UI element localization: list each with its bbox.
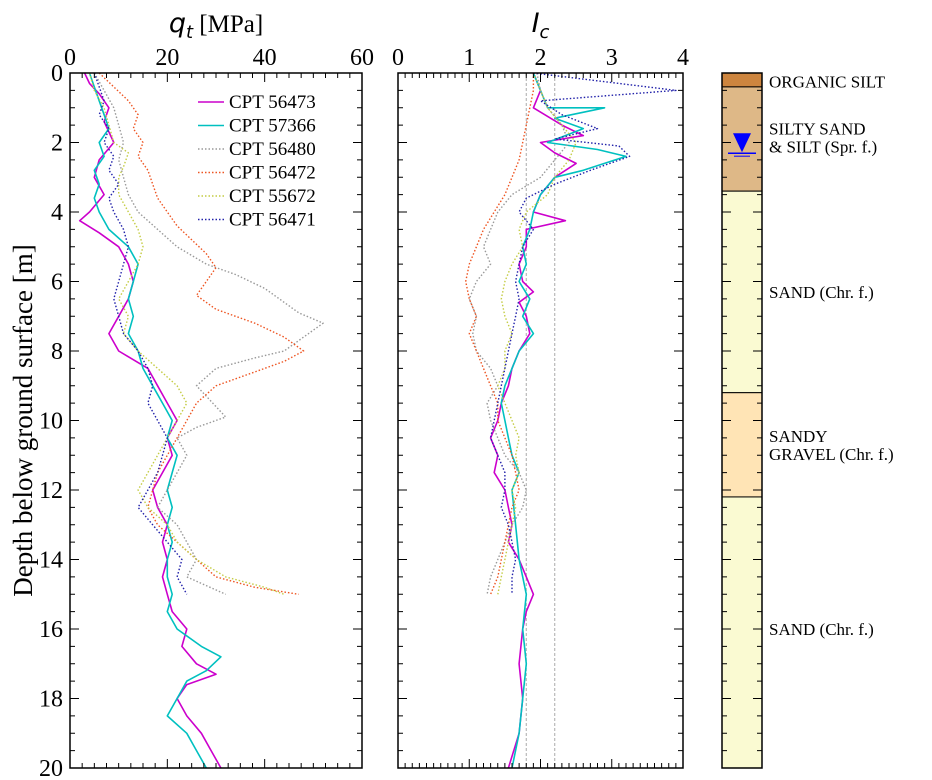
ic-title-symbol: I bbox=[532, 8, 540, 39]
qt-y-tick-label: 16 bbox=[39, 617, 63, 643]
qt-y-tick-label: 10 bbox=[39, 409, 63, 435]
ic-series-line-1 bbox=[500, 73, 627, 768]
qt-y-tick-label: 18 bbox=[39, 687, 63, 713]
legend-label-3: CPT 56472 bbox=[229, 163, 316, 184]
soil-layer-label-line: SILTY SAND bbox=[769, 119, 866, 138]
qt-series-line-3 bbox=[98, 73, 305, 595]
qt-series-line-5 bbox=[93, 73, 188, 595]
ic-series-line-5 bbox=[489, 73, 677, 595]
qt-title-symbol: q bbox=[169, 8, 186, 39]
qt-y-tick-label: 14 bbox=[39, 548, 63, 574]
soil-layer-4 bbox=[721, 496, 763, 769]
ic-axis-title: Ic bbox=[532, 8, 550, 43]
qt-y-tick-label: 4 bbox=[51, 200, 63, 226]
ic-series-line-2 bbox=[468, 73, 570, 595]
qt-ticks bbox=[69, 72, 363, 769]
soil-layer-label-1: SILTY SAND & SILT (Spr. f.) bbox=[769, 119, 877, 156]
soil-layer-label-line: ORGANIC SILT bbox=[769, 73, 886, 92]
ic-ticks bbox=[397, 72, 684, 769]
qt-panel: 0 20 40 60 0 2 4 6 8 10 12 14 16 18 20 Depth below grou… bbox=[8, 8, 374, 780]
qt-y-tick-label: 8 bbox=[51, 339, 63, 365]
qt-x-tick-label: 40 bbox=[253, 45, 277, 71]
soil-layer-label-4: SAND (Chr. f.) bbox=[769, 620, 874, 639]
qt-y-tick-label: 6 bbox=[51, 270, 63, 296]
qt-series-line-2 bbox=[93, 73, 324, 595]
qt-y-tick-label: 20 bbox=[39, 756, 63, 780]
ic-series-line-3 bbox=[465, 73, 535, 595]
ic-x-tick-label: 4 bbox=[677, 45, 689, 71]
ic-x-tick-label: 0 bbox=[392, 45, 404, 71]
qt-x-tick-label: 20 bbox=[155, 45, 179, 71]
soil-layer-label-line: SAND (Chr. f.) bbox=[769, 283, 874, 302]
legend-label-1: CPT 57366 bbox=[229, 116, 316, 137]
soil-layer-0 bbox=[721, 72, 763, 88]
qt-series-line-1 bbox=[88, 73, 222, 768]
soil-layer-3 bbox=[721, 392, 763, 498]
qt-y-tick-label: 12 bbox=[39, 478, 63, 504]
qt-series-group bbox=[78, 73, 324, 768]
ic-panel: 0 1 2 3 4 Ic bbox=[392, 8, 689, 769]
legend-label-2: CPT 56480 bbox=[229, 139, 316, 160]
water-table-icon bbox=[733, 133, 751, 153]
soil-layer-label-0: ORGANIC SILT bbox=[769, 73, 886, 92]
ic-x-tick-label: 3 bbox=[606, 45, 618, 71]
qt-y-tick-label: 2 bbox=[51, 131, 63, 157]
soil-layer-label-3: SANDY GRAVEL (Chr. f.) bbox=[769, 427, 894, 464]
legend-label-0: CPT 56473 bbox=[229, 92, 316, 113]
soil-layer-2 bbox=[721, 190, 763, 394]
qt-x-tick-label: 60 bbox=[350, 45, 374, 71]
ic-x-tick-label: 2 bbox=[535, 45, 547, 71]
qt-y-tick-label: 0 bbox=[51, 61, 63, 87]
qt-x-tick-label: 0 bbox=[64, 45, 76, 71]
soil-layer-label-line: SANDY bbox=[769, 427, 828, 446]
qt-series-line-0 bbox=[78, 73, 222, 768]
ic-x-tick-label: 1 bbox=[463, 45, 475, 71]
qt-axis-title: qt [MPa] bbox=[169, 8, 263, 43]
soil-layer-label-line: GRAVEL (Chr. f.) bbox=[769, 445, 894, 464]
soil-layer-label-line: SAND (Chr. f.) bbox=[769, 620, 874, 639]
ic-series-line-4 bbox=[497, 73, 577, 595]
qt-y-axis-label: Depth below ground surface [m] bbox=[8, 244, 38, 596]
legend-label-5: CPT 56471 bbox=[229, 210, 316, 231]
qt-title-subscript: t bbox=[186, 22, 194, 43]
soil-layer-label-line: & SILT (Spr. f.) bbox=[769, 137, 877, 156]
soil-profile-panel: ORGANIC SILT SILTY SAND & SILT (Spr. f.) SA… bbox=[721, 72, 894, 769]
ic-series-group bbox=[465, 73, 677, 768]
soil-layer-label-2: SAND (Chr. f.) bbox=[769, 283, 874, 302]
ic-title-subscript: c bbox=[540, 22, 550, 43]
legend-label-4: CPT 55672 bbox=[229, 186, 316, 207]
qt-title-unit: [MPa] bbox=[193, 11, 263, 38]
